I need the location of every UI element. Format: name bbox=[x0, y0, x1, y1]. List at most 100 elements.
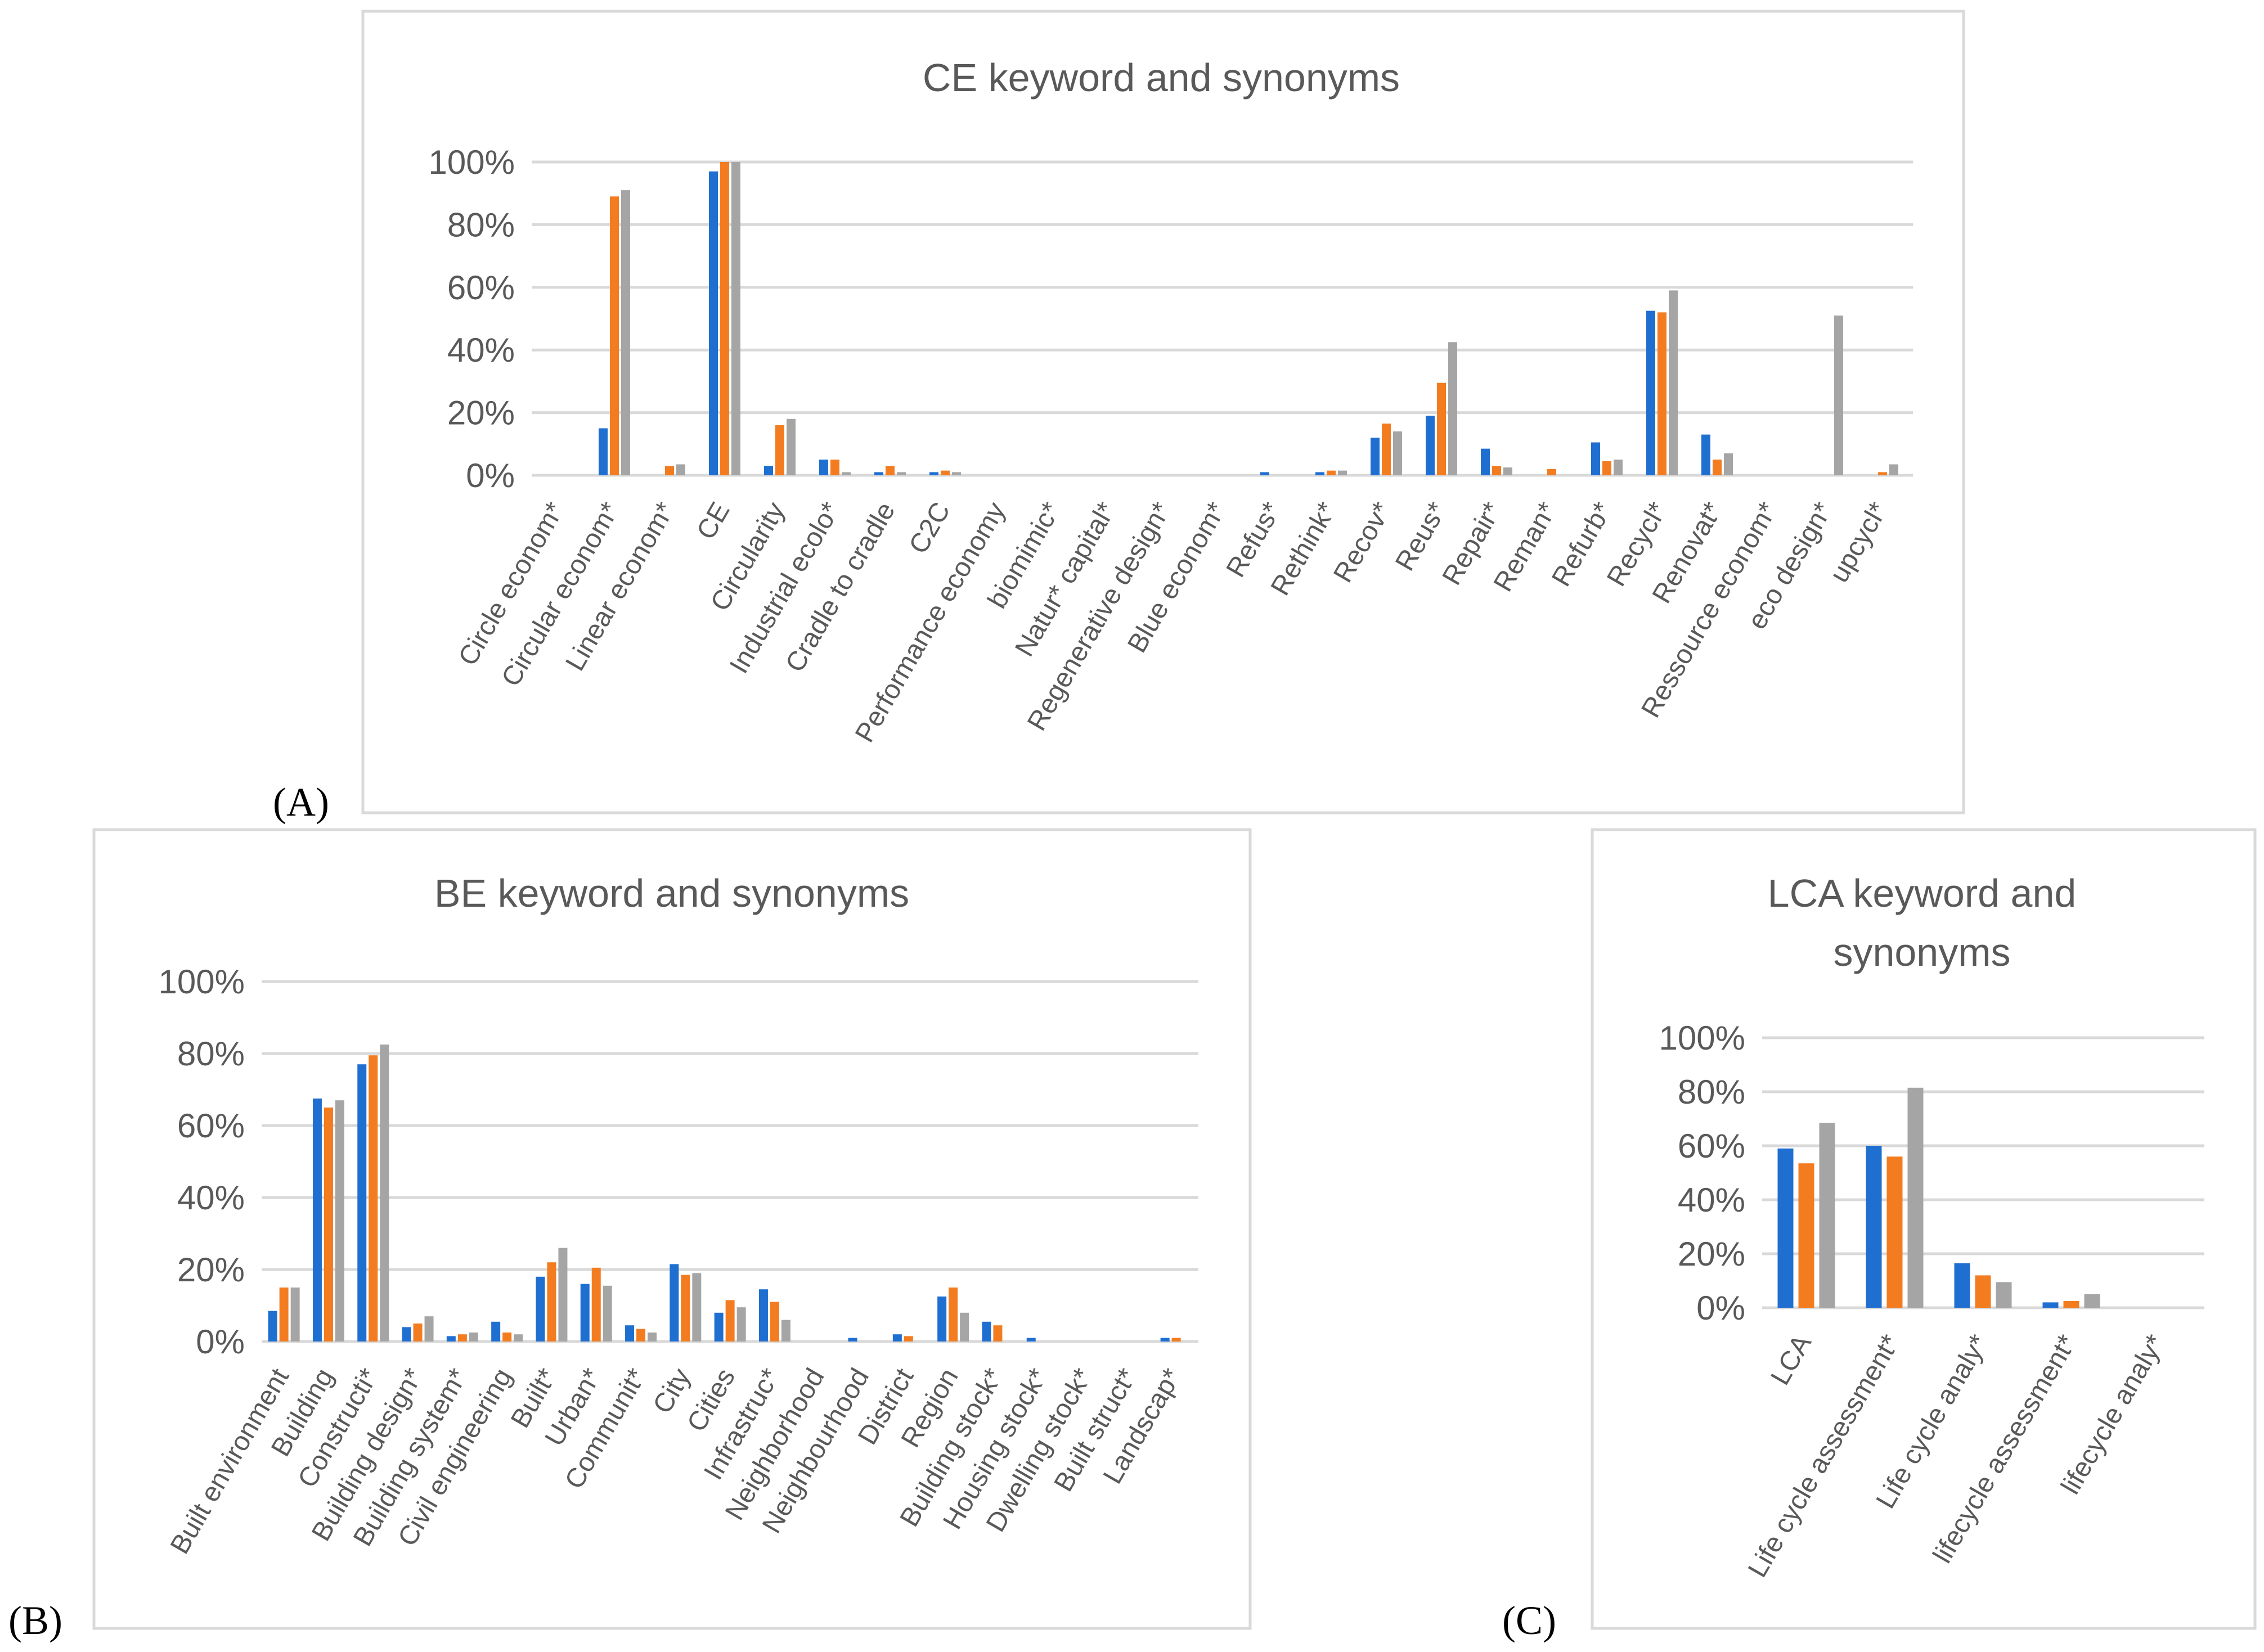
bar-a-s2 bbox=[1437, 382, 1446, 475]
bar-b-s1 bbox=[982, 1321, 991, 1342]
bar-a-s1 bbox=[1701, 434, 1710, 475]
bar-a-s3 bbox=[897, 472, 906, 475]
bar-a-s3 bbox=[1724, 453, 1733, 475]
bar-b-s3 bbox=[648, 1333, 657, 1342]
bar-b-s2 bbox=[1171, 1338, 1181, 1342]
y-tick-label: 60% bbox=[1678, 1127, 1745, 1165]
bar-b-s1 bbox=[625, 1325, 635, 1342]
bar-a-s2 bbox=[830, 460, 839, 475]
bar-b-s2 bbox=[502, 1333, 512, 1342]
y-tick-label: 60% bbox=[447, 269, 515, 307]
bar-a-s3 bbox=[676, 464, 685, 475]
bar-b-s3 bbox=[380, 1045, 389, 1342]
bar-a-s3 bbox=[787, 418, 796, 475]
bar-b-s1 bbox=[670, 1264, 679, 1342]
bar-a-s3 bbox=[1393, 431, 1402, 475]
chart-title: LCA keyword and bbox=[1768, 871, 2077, 915]
bar-a-s1 bbox=[599, 428, 608, 475]
bar-b-s3 bbox=[469, 1333, 478, 1342]
bar-b-s2 bbox=[457, 1334, 467, 1342]
bar-a-s2 bbox=[610, 196, 619, 475]
bar-a-s3 bbox=[621, 190, 630, 475]
bar-c-s1 bbox=[1866, 1146, 1882, 1308]
bar-b-s2 bbox=[636, 1329, 646, 1342]
panel-label: (B) bbox=[8, 1598, 62, 1643]
bar-a-s1 bbox=[874, 472, 883, 475]
y-tick-label: 100% bbox=[159, 963, 245, 1001]
bar-c-s2 bbox=[1975, 1275, 1991, 1308]
bar-b-s2 bbox=[369, 1055, 378, 1342]
bar-b-s1 bbox=[402, 1327, 411, 1342]
chart-frame bbox=[1591, 828, 2257, 1630]
bar-a-s2 bbox=[1713, 460, 1722, 475]
bar-c-s2 bbox=[1886, 1156, 1903, 1308]
y-tick-label: 60% bbox=[177, 1107, 245, 1145]
bar-a-s3 bbox=[1503, 467, 1512, 475]
y-tick-label: 80% bbox=[447, 206, 515, 244]
bar-a-s3 bbox=[1889, 464, 1898, 475]
y-tick-label: 40% bbox=[1678, 1181, 1745, 1219]
y-tick-label: 20% bbox=[1678, 1235, 1745, 1273]
bar-b-s1 bbox=[312, 1099, 322, 1342]
panel-label: (C) bbox=[1502, 1598, 1556, 1643]
chart-panel-c: LCA keyword and synonyms 0% 20% 40% 60% 80% 100… bbox=[1502, 828, 2257, 1643]
y-tick-label: 100% bbox=[429, 143, 515, 181]
bar-a-s2 bbox=[1327, 470, 1336, 475]
bar-a-s2 bbox=[1657, 312, 1666, 475]
bar-b-s1 bbox=[1026, 1338, 1036, 1342]
bar-b-s3 bbox=[692, 1273, 702, 1342]
y-tick-label: 80% bbox=[1678, 1073, 1745, 1111]
bar-b-s2 bbox=[993, 1325, 1003, 1342]
bar-a-s1 bbox=[929, 472, 938, 475]
bar-a-s2 bbox=[1492, 466, 1501, 475]
bar-c-s3 bbox=[1996, 1282, 2012, 1308]
bar-b-s1 bbox=[357, 1064, 367, 1342]
bar-a-s2 bbox=[1602, 461, 1611, 475]
bar-b-s2 bbox=[949, 1288, 958, 1342]
y-tick-label: 0% bbox=[466, 457, 515, 494]
bar-c-s1 bbox=[2042, 1302, 2059, 1308]
y-tick-label: 40% bbox=[177, 1179, 245, 1217]
y-tick-label: 20% bbox=[177, 1251, 245, 1289]
bar-a-s1 bbox=[1315, 472, 1324, 475]
chart-title: BE keyword and synonyms bbox=[434, 871, 909, 915]
bar-a-s1 bbox=[709, 171, 718, 476]
bar-a-s2 bbox=[941, 470, 950, 475]
bar-b-s3 bbox=[290, 1288, 300, 1342]
bar-b-s2 bbox=[279, 1288, 289, 1342]
bar-a-s3 bbox=[1669, 290, 1678, 475]
bar-c-s3 bbox=[1907, 1087, 1924, 1308]
bar-b-s1 bbox=[758, 1289, 768, 1342]
bar-a-s2 bbox=[1547, 469, 1556, 475]
bar-a-s1 bbox=[819, 460, 828, 475]
bar-b-s1 bbox=[937, 1297, 947, 1342]
chart-frame bbox=[92, 828, 1252, 1630]
bar-b-s1 bbox=[536, 1276, 545, 1342]
bar-c-s2 bbox=[1798, 1163, 1814, 1308]
bar-a-s3 bbox=[842, 472, 851, 475]
bar-a-s2 bbox=[1878, 472, 1887, 475]
bar-b-s2 bbox=[591, 1267, 601, 1342]
y-tick-label: 0% bbox=[196, 1323, 245, 1361]
bar-a-s2 bbox=[720, 162, 729, 475]
bar-b-s1 bbox=[446, 1336, 456, 1342]
bar-c-s3 bbox=[2084, 1294, 2100, 1308]
bar-a-s1 bbox=[1646, 310, 1655, 475]
bar-b-s1 bbox=[1160, 1338, 1170, 1342]
bar-b-s3 bbox=[558, 1248, 568, 1342]
bar-b-s2 bbox=[324, 1108, 333, 1342]
bar-a-s1 bbox=[1371, 438, 1380, 475]
chart-panel-a: CE keyword and synonyms 0% 20% 40% 60% 80% 100… bbox=[273, 10, 1965, 825]
bar-b-s1 bbox=[491, 1321, 501, 1342]
bar-b-s1 bbox=[714, 1312, 724, 1342]
bar-b-s2 bbox=[547, 1262, 556, 1342]
bar-c-s1 bbox=[1954, 1263, 1970, 1308]
bar-a-s2 bbox=[886, 466, 895, 475]
y-tick-label: 0% bbox=[1696, 1289, 1745, 1327]
bar-b-s1 bbox=[268, 1311, 277, 1342]
bar-a-s3 bbox=[952, 472, 961, 475]
bar-b-s2 bbox=[681, 1275, 690, 1342]
bar-a-s2 bbox=[665, 466, 674, 475]
bar-c-s2 bbox=[2063, 1301, 2079, 1308]
